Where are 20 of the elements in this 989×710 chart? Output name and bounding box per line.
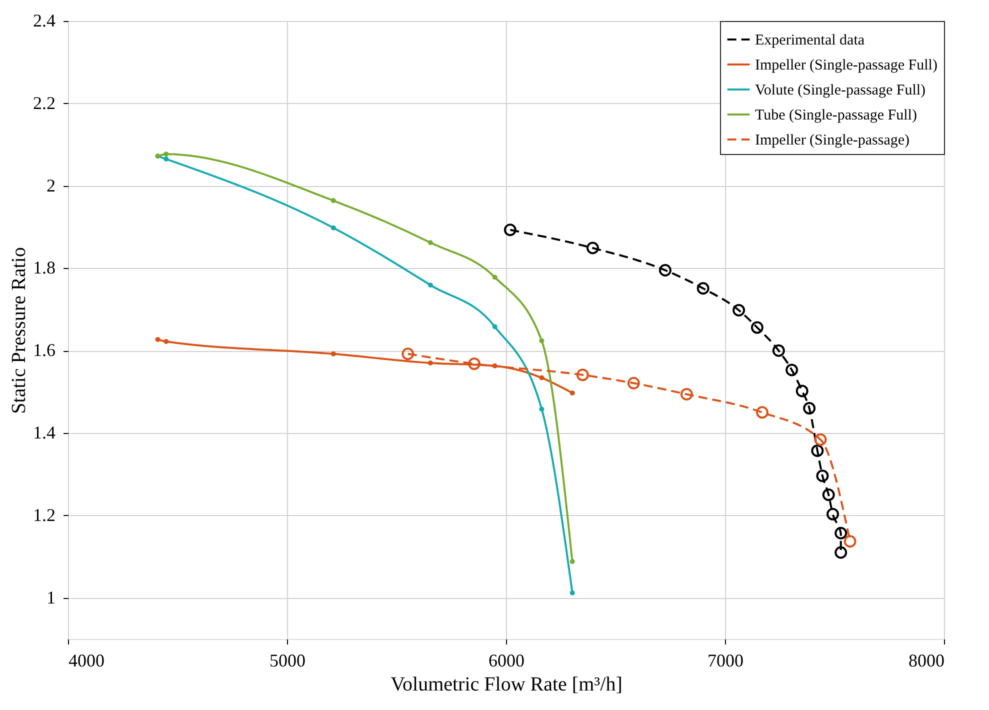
x-axis-title: Volumetric Flow Rate [m³/h]: [390, 674, 622, 696]
y-tick-label: 1.4: [33, 422, 56, 442]
x-tick-label: 7000: [708, 650, 744, 670]
y-tick-label: 2.4: [33, 10, 56, 30]
y-tick-label: 2.2: [33, 92, 56, 113]
x-tick-label: 6000: [488, 650, 524, 670]
x-tick-label: 8000: [908, 650, 944, 670]
legend-label: Tube (Single-passage Full): [755, 108, 917, 124]
legend-label: Experimental data: [755, 32, 865, 48]
y-tick-label: 1: [46, 587, 56, 608]
x-tick-label: 5000: [270, 650, 306, 670]
y-axis-title: Static Pressure Ratio: [8, 247, 30, 414]
y-tick-label: 1.8: [33, 258, 56, 278]
y-tick-label: 1.2: [33, 504, 56, 525]
legend-label: Impeller (Single-passage): [755, 132, 910, 148]
x-tick-label: 4000: [68, 650, 104, 670]
legend-label: Impeller (Single-passage Full): [755, 58, 938, 74]
y-tick-label: 1.6: [33, 340, 56, 360]
y-tick-label: 2: [46, 175, 56, 196]
legend-label: Volute (Single-passage Full): [755, 82, 926, 98]
